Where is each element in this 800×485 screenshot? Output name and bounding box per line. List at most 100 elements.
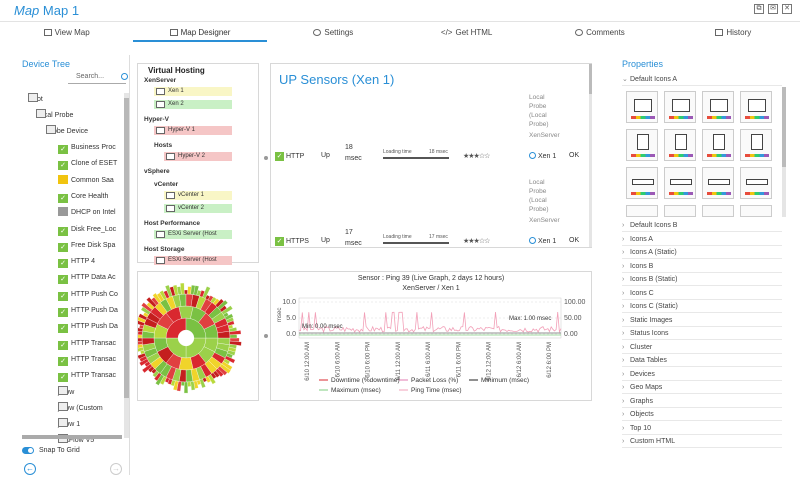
snap-to-grid[interactable]: Snap To Grid — [22, 447, 80, 454]
property-section[interactable]: › Cluster — [622, 341, 782, 354]
mail-icon[interactable]: ✉ — [768, 4, 778, 14]
tree-node[interactable]: ✓ Core Health — [58, 190, 108, 204]
device-bar[interactable]: Hyper-V 2 — [164, 152, 232, 161]
device-icon-tile[interactable] — [626, 167, 658, 199]
device-icon-tile[interactable] — [702, 167, 734, 199]
property-section[interactable]: › Icons A — [622, 233, 782, 246]
tree-node[interactable]: jFlow 1 — [58, 418, 80, 432]
tree-node[interactable]: DHCP on Intel — [58, 206, 116, 220]
property-section[interactable]: › Devices — [622, 368, 782, 381]
property-section[interactable]: › Icons B — [622, 260, 782, 273]
device-icon-tile[interactable] — [702, 205, 734, 217]
device-icon-tile[interactable] — [740, 129, 772, 161]
tree-node[interactable]: ✓ HTTP Push Da — [58, 304, 118, 318]
scrollbar-thumb[interactable] — [124, 98, 129, 398]
group-header[interactable]: vSphere — [144, 168, 170, 175]
device-icon-tile[interactable] — [740, 167, 772, 199]
property-section[interactable]: › Geo Maps — [622, 381, 782, 394]
device-bar[interactable]: Xen 1 — [154, 87, 232, 96]
device-bar[interactable]: vCenter 1 — [164, 191, 232, 200]
tree-node[interactable]: jFlow — [58, 385, 74, 400]
tab-settings[interactable]: Settings — [267, 26, 400, 42]
search-input[interactable]: Search... — [68, 73, 128, 84]
search-icon[interactable] — [121, 73, 128, 80]
device-icon-tile[interactable] — [664, 205, 696, 217]
property-section[interactable]: › Objects — [622, 408, 782, 421]
tree-node[interactable]: ✓ HTTP Push Co — [58, 288, 118, 302]
property-section[interactable]: › Status Icons — [622, 327, 782, 340]
property-section[interactable]: › Graphs — [622, 395, 782, 408]
device-icon-tile[interactable] — [740, 205, 772, 217]
tree-node[interactable]: ✓ HTTP Transac — [58, 369, 116, 383]
device-link[interactable]: Xen 1 — [529, 237, 556, 245]
tree-node[interactable]: Root — [28, 93, 43, 107]
device-icon-tile[interactable] — [664, 167, 696, 199]
device-bar[interactable]: Hyper-V 1 — [154, 126, 232, 135]
device-bar[interactable]: ESXi Server (Host — [154, 230, 232, 239]
property-section[interactable]: › Static Images — [622, 314, 782, 327]
properties-scrollbar[interactable] — [782, 87, 786, 217]
sensor-row[interactable]: ✓ HTTP — [275, 152, 304, 161]
group-header[interactable]: vCenter — [154, 181, 178, 188]
sensor-row[interactable]: ✓ HTTPS — [275, 237, 309, 246]
tree-node[interactable]: ✓ Free Disk Spa — [58, 239, 115, 253]
device-icon-tile[interactable] — [702, 91, 734, 123]
connector-handle[interactable] — [264, 156, 268, 160]
device-icon-tile[interactable] — [664, 129, 696, 161]
device-bar[interactable]: Xen 2 — [154, 100, 232, 109]
device-icon-tile[interactable] — [702, 129, 734, 161]
up-sensors-widget[interactable]: UP Sensors (Xen 1) ✓ HTTP Up 18 msec Loading … — [270, 63, 592, 248]
tree-scrollbar[interactable] — [124, 93, 129, 438]
tab-map-designer[interactable]: Map Designer — [133, 26, 267, 42]
device-bar[interactable]: ESXi Server (Host — [154, 256, 232, 265]
tree-node[interactable]: ✓ Business Proc — [58, 141, 116, 155]
tab-comments[interactable]: Comments — [533, 26, 666, 42]
device-icon-tile[interactable] — [626, 91, 658, 123]
connector-handle[interactable] — [264, 334, 268, 338]
group-header[interactable]: Hyper-V — [144, 116, 169, 123]
property-section[interactable]: › Icons C — [622, 287, 782, 300]
property-section[interactable]: › Default Icons B — [622, 219, 782, 232]
device-bar[interactable]: vCenter 2 — [164, 204, 232, 213]
priority-stars[interactable]: ★★★☆☆ — [463, 238, 490, 245]
group-header[interactable]: XenServer — [144, 77, 176, 84]
scrollbar-thumb[interactable] — [782, 87, 786, 167]
sunburst-widget[interactable] — [132, 271, 259, 401]
property-section[interactable]: › Data Tables — [622, 354, 782, 367]
tree-hscrollbar[interactable] — [22, 435, 122, 439]
forward-button[interactable]: → — [110, 463, 122, 475]
tree-node[interactable]: ✓ HTTP 4 — [58, 255, 95, 269]
tab-view-map[interactable]: View Map — [0, 26, 133, 42]
tab-history[interactable]: History — [667, 26, 800, 42]
group-header[interactable]: Hosts — [154, 142, 172, 149]
virtual-hosting-widget[interactable]: Virtual Hosting XenServer Xen 1 Xen 2 Hyper-… — [137, 63, 259, 265]
tree-node[interactable]: Common Saa — [58, 174, 114, 188]
tree-node[interactable]: ✓ Clone of ESET — [58, 157, 117, 171]
sensors-scrollbar[interactable] — [589, 64, 592, 247]
device-icon-tile[interactable] — [626, 205, 658, 217]
device-icon-tile[interactable] — [740, 91, 772, 123]
property-section[interactable]: › Icons C (Static) — [622, 300, 782, 313]
property-section[interactable]: › Icons B (Static) — [622, 273, 782, 286]
group-header[interactable]: Host Storage — [144, 246, 184, 253]
property-section[interactable]: › Custom HTML — [622, 435, 782, 448]
back-button[interactable]: ← — [24, 463, 36, 475]
tree-node[interactable]: Local Probe — [36, 109, 73, 123]
group-header[interactable]: Host Performance — [144, 220, 200, 227]
device-icon-tile[interactable] — [664, 91, 696, 123]
sensor-graph-widget[interactable]: Sensor : Ping 39 (Live Graph, 2 days 12 … — [270, 271, 592, 401]
device-icon-tile[interactable] — [626, 129, 658, 161]
property-section[interactable]: › Icons A (Static) — [622, 246, 782, 259]
trash-icon[interactable]: ✕ — [782, 4, 792, 14]
tree-node[interactable]: ✓ HTTP Transac — [58, 353, 116, 367]
tree-node[interactable]: ✓ HTTP Data Ac — [58, 271, 116, 285]
tree-node[interactable]: ✓ Disk Free_Loc — [58, 223, 116, 237]
tree-node[interactable]: ✓ HTTP Transac — [58, 337, 116, 351]
tab-get-html[interactable]: </> Get HTML — [400, 26, 533, 42]
device-link[interactable]: Xen 1 — [529, 152, 556, 160]
priority-stars[interactable]: ★★★☆☆ — [463, 153, 490, 160]
tree-node[interactable]: Probe Device — [46, 125, 88, 139]
section-default-icons-a[interactable]: ⌄ Default Icons A — [622, 73, 782, 86]
tree-node[interactable]: jFlow (Custom — [58, 401, 103, 416]
property-section[interactable]: › Top 10 — [622, 422, 782, 435]
